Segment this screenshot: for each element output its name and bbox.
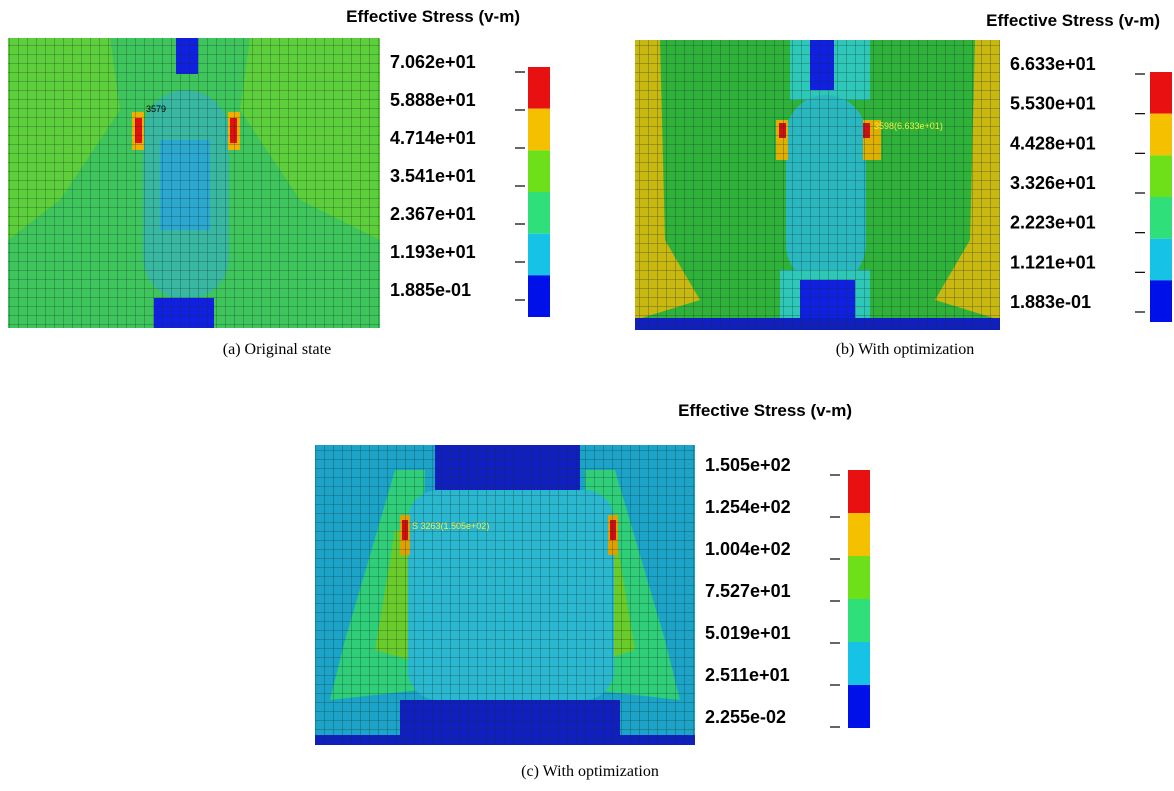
colorbar-label: 2.367e+01 xyxy=(390,204,476,224)
colorbar-label: 7.527e+01 xyxy=(705,581,791,601)
colorbar-segment xyxy=(848,599,870,642)
figure-caption: (c) With optimization xyxy=(521,763,659,780)
colorbar-segment xyxy=(528,150,550,192)
annotation: 3579 xyxy=(146,104,166,114)
colorbar-segment xyxy=(848,685,870,728)
colorbar-label: 7.062e+01 xyxy=(390,52,476,72)
colorbar-segment xyxy=(1150,238,1172,281)
colorbar-segment xyxy=(1150,280,1172,322)
figure-caption: (a) Original state xyxy=(223,341,331,358)
colorbar-segment xyxy=(528,233,550,276)
colorbar-label: 3.326e+01 xyxy=(1010,173,1096,193)
colorbar-label: 5.530e+01 xyxy=(1010,94,1096,114)
mesh xyxy=(635,40,1000,330)
mesh xyxy=(315,445,695,745)
colorbar-label: 1.885e-01 xyxy=(390,280,471,300)
colorbar-label: 4.714e+01 xyxy=(390,128,476,148)
panel-b: 3598(6.633e+01) xyxy=(635,40,1000,330)
mesh xyxy=(8,38,380,328)
colorbar-label: 1.121e+01 xyxy=(1010,252,1096,272)
colorbar-segment xyxy=(848,513,870,556)
colorbar-label: 2.511e+01 xyxy=(705,665,790,685)
figure-caption: (b) With optimization xyxy=(836,341,975,358)
colorbar-label: 2.223e+01 xyxy=(1010,213,1096,233)
panel-a: 3579 xyxy=(8,38,380,328)
colorbar-title: Effective Stress (v-m) xyxy=(986,11,1160,30)
colorbar-label: 1.004e+02 xyxy=(705,539,791,559)
colorbar-segment xyxy=(1150,113,1172,156)
colorbar-segment xyxy=(848,556,870,599)
colorbar-segment xyxy=(1150,197,1172,239)
colorbar-label: 4.428e+01 xyxy=(1010,133,1096,153)
colorbar-label: 3.541e+01 xyxy=(390,166,476,186)
colorbar-label: 1.193e+01 xyxy=(390,242,476,262)
colorbar-label: 1.254e+02 xyxy=(705,497,791,517)
colorbar-title: Effective Stress (v-m) xyxy=(346,7,520,26)
annotation: S 3263(1.505e+02) xyxy=(412,521,489,531)
colorbar-segment xyxy=(1150,155,1172,197)
colorbar-label: 5.888e+01 xyxy=(390,90,476,110)
colorbar-segment xyxy=(528,108,550,151)
colorbar-label: 2.255e-02 xyxy=(705,707,786,727)
colorbar-label: 1.505e+02 xyxy=(705,455,791,475)
colorbar-segment xyxy=(1150,72,1172,114)
panel-c: S 3263(1.505e+02) xyxy=(315,445,695,745)
annotation: 3598(6.633e+01) xyxy=(874,121,943,131)
colorbar-segment xyxy=(848,470,870,513)
colorbar-title: Effective Stress (v-m) xyxy=(678,401,852,420)
colorbar-label: 6.633e+01 xyxy=(1010,54,1096,74)
colorbar-segment xyxy=(528,275,550,317)
colorbar-segment xyxy=(528,192,550,234)
colorbar-label: 1.883e-01 xyxy=(1010,292,1091,312)
colorbar-segment xyxy=(848,642,870,685)
colorbar-label: 5.019e+01 xyxy=(705,623,791,643)
colorbar-segment xyxy=(528,67,550,109)
